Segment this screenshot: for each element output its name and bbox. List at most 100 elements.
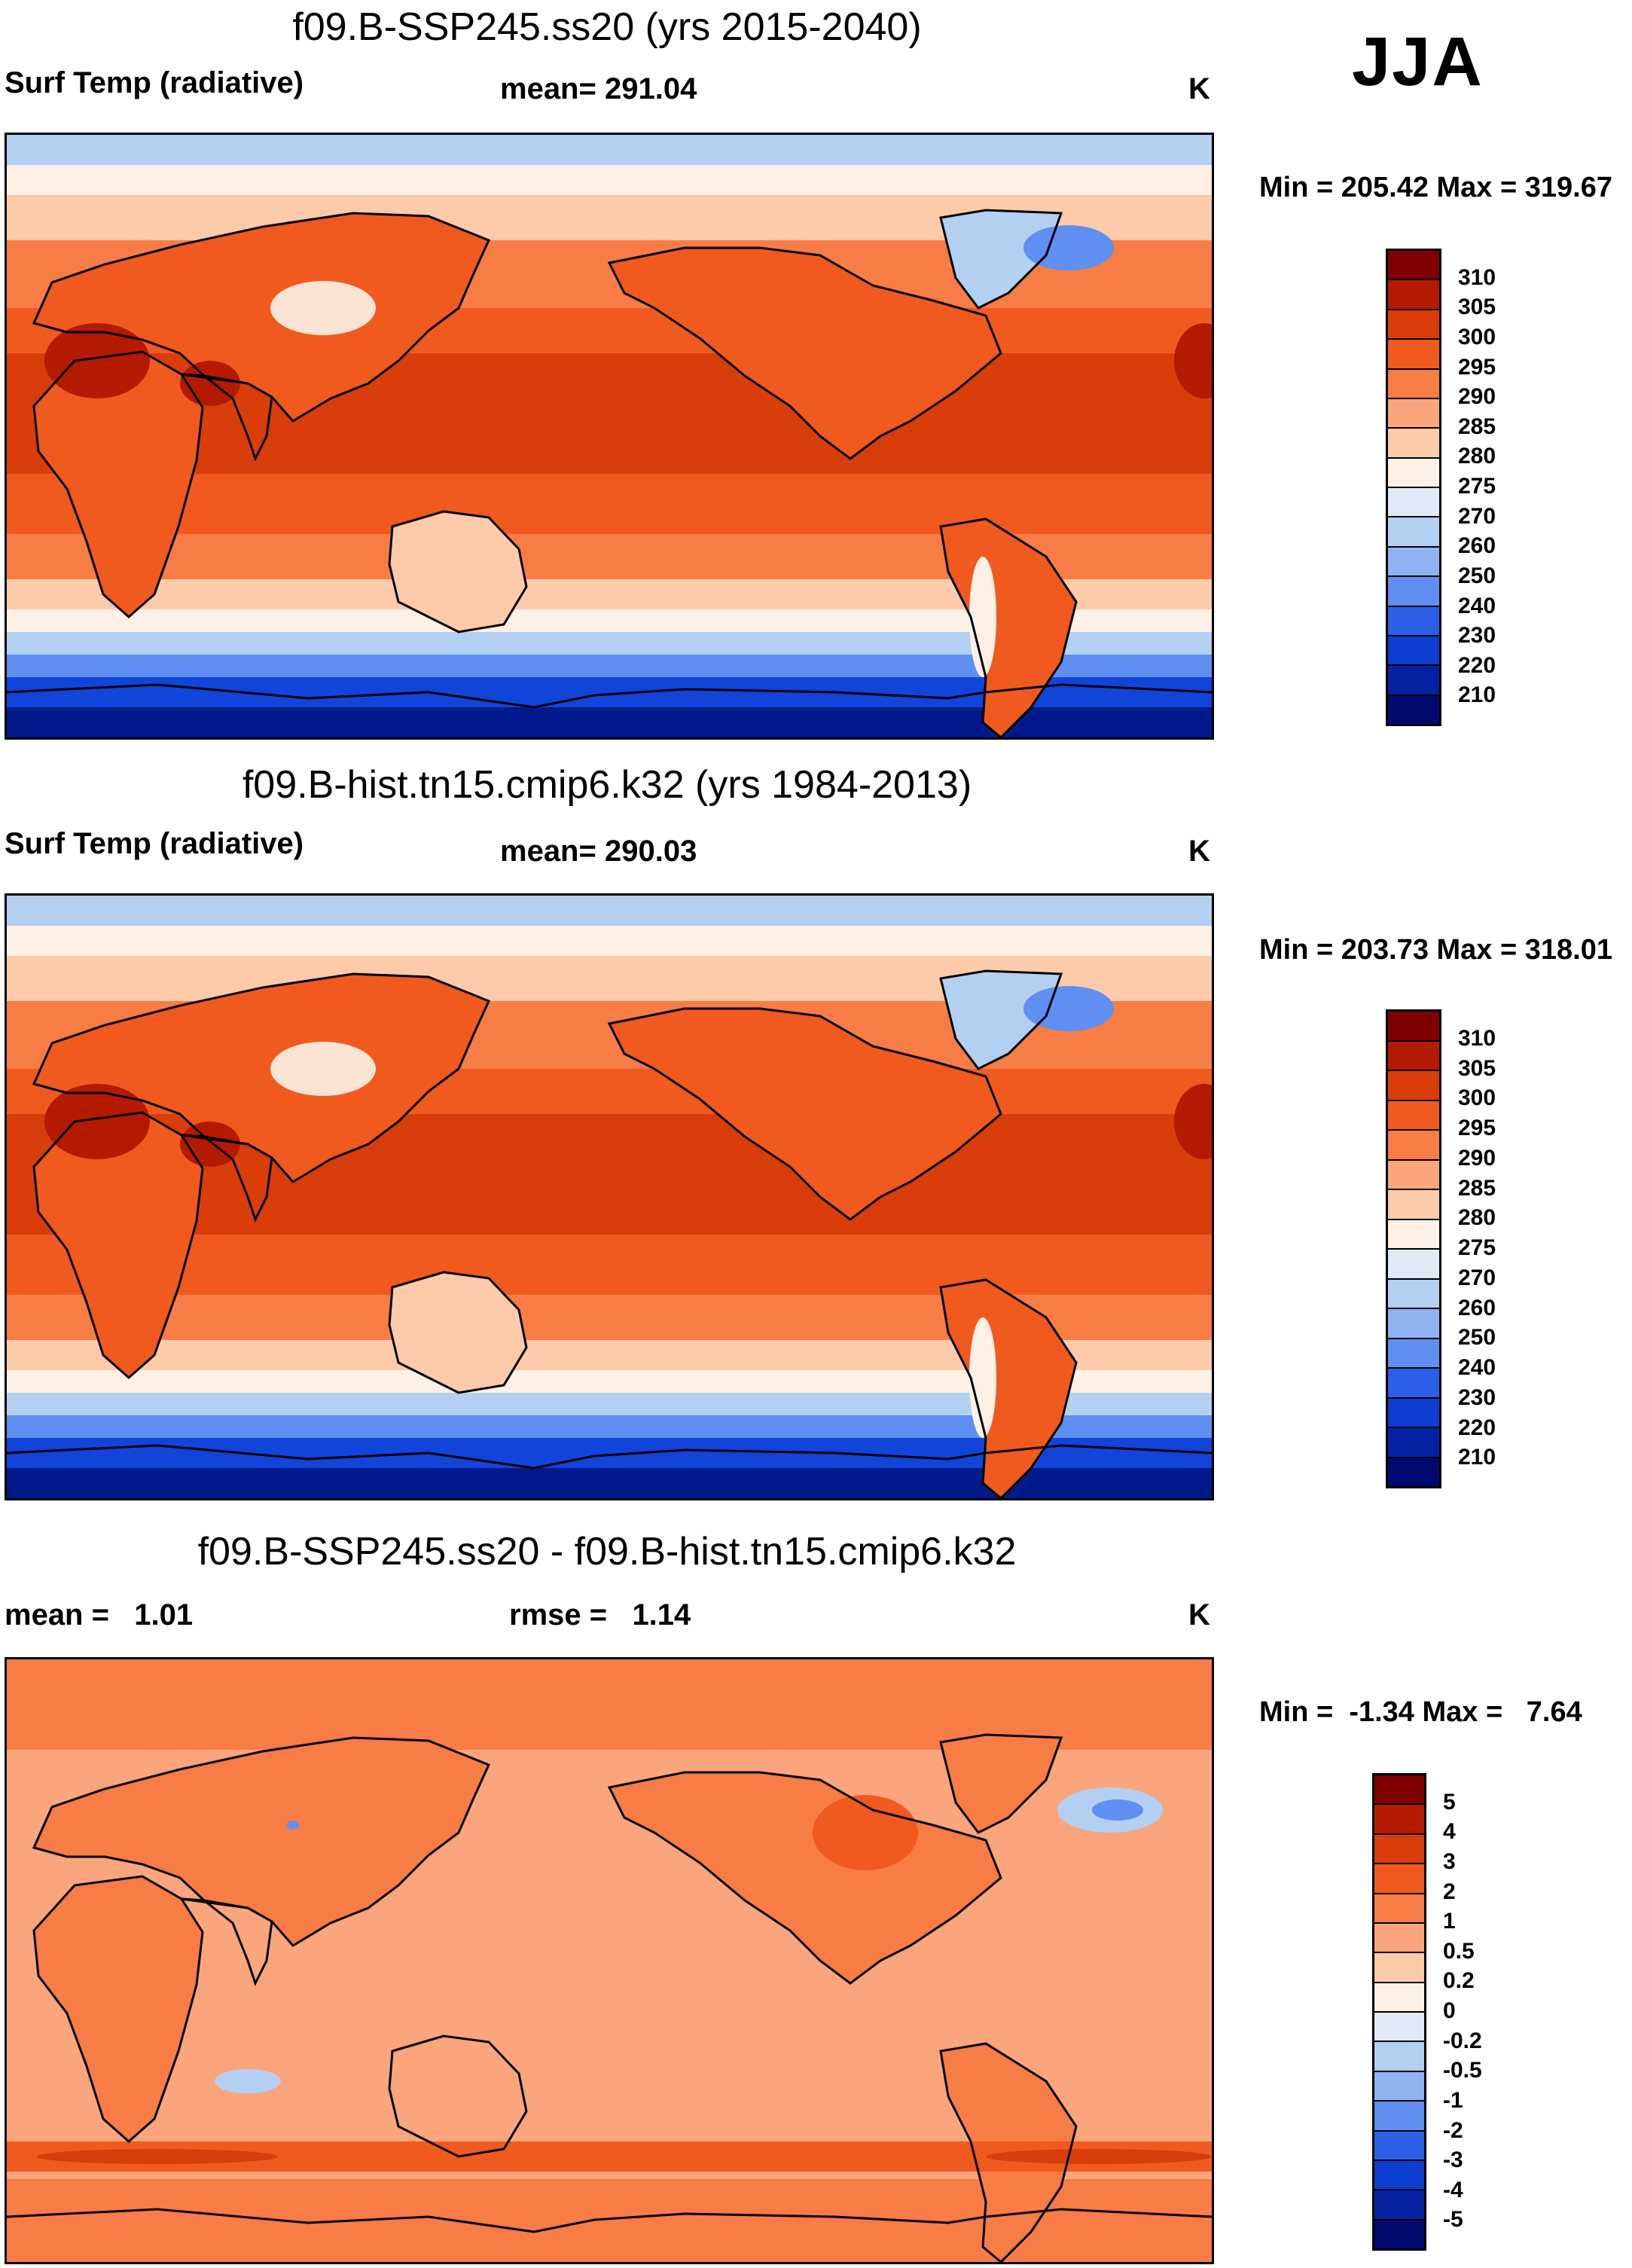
coastline-australia [388, 510, 528, 633]
colorbar-tick-label: -0.5 [1443, 2058, 1482, 2083]
coastline-south-america [939, 2042, 1078, 2262]
colorbar-box [1374, 2013, 1424, 2043]
colorbar-tick-label: -0.2 [1443, 2028, 1482, 2053]
colorbar-tick-label: -4 [1443, 2177, 1463, 2202]
coastline-arabia-india [181, 1134, 273, 1223]
colorbar-box [1388, 1250, 1439, 1280]
colorbar-box [1388, 547, 1439, 578]
colorbar-box [1388, 251, 1439, 281]
colorbar-tick-label: 210 [1458, 682, 1496, 708]
colorbar [1386, 249, 1441, 726]
colorbar-box [1374, 1953, 1424, 1983]
min-max-label: Min = 205.42 Max = 319.67 [1259, 172, 1612, 203]
africa-land [34, 1876, 203, 2141]
colorbar-box [1388, 1219, 1439, 1250]
coastline-eurasia [32, 212, 491, 423]
panel-title: f09.B-SSP245.ss20 - f09.B-hist.tn15.cmip… [197, 1530, 1017, 1574]
colorbar-tick-label: 240 [1458, 593, 1496, 618]
antarctic-interior [7, 1468, 1212, 1498]
north-america-land [609, 1009, 1001, 1219]
coastline-north-america [607, 246, 1002, 460]
colorbar-box [1374, 2042, 1424, 2072]
north-america-land [609, 248, 1001, 459]
units-label: K [1188, 835, 1210, 868]
australia-land [389, 1272, 526, 1393]
colorbar-box [1374, 1894, 1424, 1924]
colorbar-box [1374, 2220, 1424, 2248]
australia-land [389, 511, 526, 632]
colorbar-tick-label: 275 [1458, 474, 1496, 499]
sahara-hotspot [44, 1084, 150, 1159]
coastline-australia [388, 1271, 528, 1394]
colorbar-box [1388, 577, 1439, 607]
units-label: K [1188, 72, 1210, 105]
coastline-antarctica [7, 2208, 1212, 2233]
colorbar-tick-label: 0.2 [1443, 1968, 1475, 1994]
colorbar-box [1374, 2131, 1424, 2161]
sahara-east-edge [1174, 323, 1212, 398]
arctic-band [7, 135, 1212, 165]
sahara-east-edge [1174, 1084, 1212, 1159]
sea-ice-warming-core-west [37, 2149, 278, 2164]
coastline-arabia-india [181, 1897, 273, 1986]
colorbar-tick-label: 5 [1443, 1789, 1456, 1815]
colorbar-tick-label: 260 [1458, 533, 1496, 559]
coastline-africa [32, 350, 204, 619]
colorbar-tick-label: 285 [1458, 414, 1496, 439]
coastline-north-america [607, 1771, 1002, 1985]
coastline-south-america [939, 517, 1078, 737]
colorbar-box [1374, 1983, 1424, 2013]
mean-label: mean= 291.04 [500, 72, 697, 105]
rmse-label: rmse = 1.14 [509, 1598, 691, 1632]
colorbar-tick-label: 1 [1443, 1909, 1456, 1934]
tibetan-plateau [270, 281, 376, 335]
season-label: JJA [1352, 23, 1484, 100]
south-warm-ocean-band [7, 474, 1212, 534]
temperature-map [5, 893, 1214, 1500]
mean-label: mean = 1.01 [5, 1598, 194, 1632]
colorbar-tick-label: -1 [1443, 2087, 1463, 2113]
eurasia-land [34, 213, 489, 421]
colorbar-box [1388, 1131, 1439, 1161]
colorbar-box [1388, 488, 1439, 518]
coastline-australia [388, 2034, 528, 2158]
variable-label: Surf Temp (radiative) [5, 66, 304, 99]
colorbar-box [1388, 1458, 1439, 1486]
colorbar-box [1388, 1041, 1439, 1071]
coastline-greenland [939, 969, 1063, 1070]
colorbar-tick-label: 3 [1443, 1848, 1456, 1874]
greenland-ice [941, 971, 1061, 1069]
temperature-map [5, 133, 1214, 740]
arctic-band [7, 896, 1212, 926]
coastline-greenland [939, 1733, 1063, 1834]
greenland-ice [941, 210, 1061, 308]
colorbar-tick-label: 310 [1458, 1025, 1496, 1051]
colorbar-tick-label: 300 [1458, 1085, 1496, 1111]
colorbar-box [1388, 1398, 1439, 1428]
tibetan-plateau [270, 1042, 376, 1096]
andes-ridge [969, 557, 996, 677]
australia-land [389, 2036, 526, 2157]
colorbar-tick-label: 290 [1458, 384, 1496, 410]
eurasia-land [34, 974, 489, 1182]
colorbar-tick-label: 250 [1458, 563, 1496, 588]
colorbar-tick-label: 300 [1458, 324, 1496, 350]
colorbar-tick-label: 290 [1458, 1145, 1496, 1171]
coastline-africa [32, 1111, 204, 1380]
arabia-hotspot [180, 1122, 240, 1167]
coastline-antarctica [7, 683, 1212, 709]
coastline-eurasia [32, 1736, 491, 1947]
coastline-africa [32, 1875, 204, 2144]
mean-label: mean= 290.03 [500, 835, 697, 868]
tibet-cooling-spot [287, 1821, 299, 1830]
colorbar-box [1388, 369, 1439, 399]
colorbar-tick-label: 220 [1458, 652, 1496, 678]
colorbar-box [1388, 280, 1439, 310]
colorbar-box [1388, 1012, 1439, 1042]
colorbar-tick-label: 250 [1458, 1325, 1496, 1351]
colorbar-box [1388, 1071, 1439, 1101]
colorbar-box [1388, 695, 1439, 724]
colorbar-tick-label: 295 [1458, 354, 1496, 380]
colorbar-tick-label: 305 [1458, 1055, 1496, 1081]
colorbar [1372, 1773, 1426, 2251]
